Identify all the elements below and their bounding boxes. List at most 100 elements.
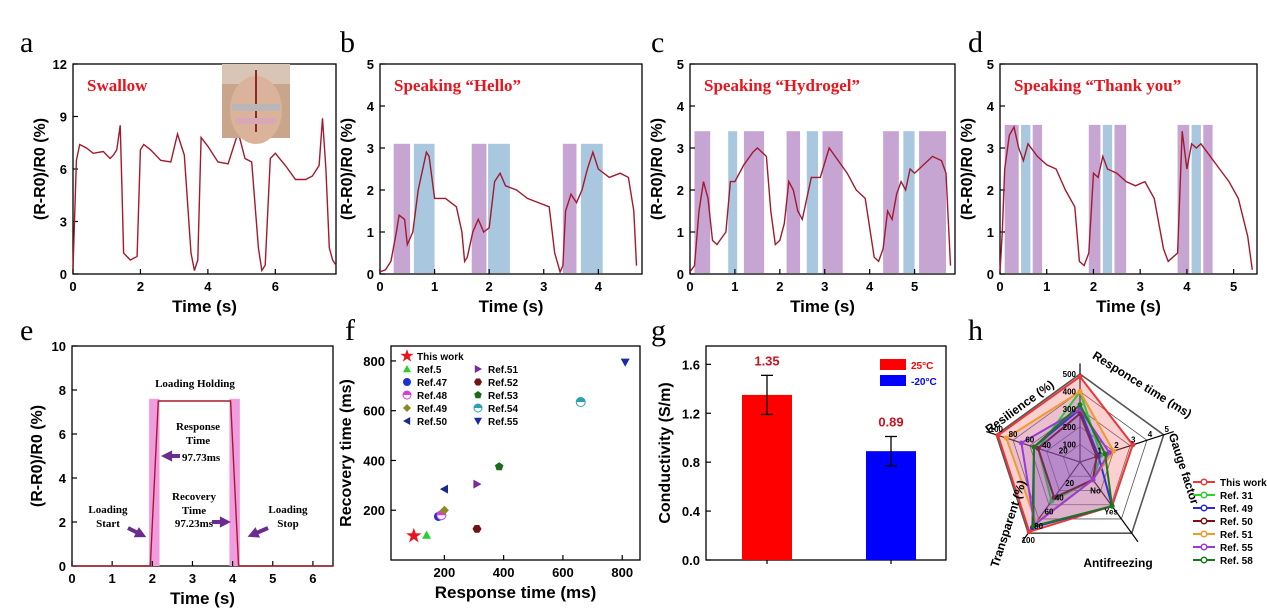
data-trace — [72, 400, 333, 567]
scatter-point — [620, 358, 630, 367]
y-tick-label: 4 — [677, 99, 685, 114]
radar-point — [1094, 454, 1100, 460]
x-tick-label: 6 — [309, 571, 316, 586]
legend-marker — [1200, 530, 1208, 538]
x-axis-label: Response time (ms) — [435, 583, 597, 602]
y-tick-label: 3 — [367, 141, 374, 156]
y-tick-label: 12 — [53, 57, 67, 72]
y-tick-label: 600 — [363, 404, 385, 419]
radar-axis-title: Transparent (%) — [988, 478, 1029, 569]
legend-label: Ref. 58 — [1220, 556, 1253, 567]
y-tick-label: 2 — [367, 183, 374, 198]
y-tick-label: 4 — [987, 99, 995, 114]
panel-letter-d: d — [968, 26, 983, 59]
bar-value-label: 0.89 — [878, 414, 903, 429]
radar-point — [1030, 523, 1036, 529]
legend-label: This work — [417, 352, 464, 363]
y-tick-label: 0 — [59, 559, 66, 574]
highlight-band — [1004, 124, 1019, 274]
panel-g: 0.0 0.4 0.8 1.2 1.6 1.35 25°C 0.89 -20°C Conducti… — [657, 345, 947, 568]
highlight-band — [1177, 124, 1190, 274]
label-loading-holding: Loading Holding — [155, 378, 235, 390]
y-tick-label: 0.8 — [682, 455, 700, 470]
y-tick-label: 6 — [60, 162, 67, 177]
legend-marker — [1200, 543, 1208, 551]
y-tick-label: 0 — [677, 267, 684, 282]
radar-series — [1036, 411, 1098, 499]
y-axis-label: Conductivity (S/m) — [657, 382, 674, 523]
y-tick-label: 0 — [60, 267, 67, 282]
recovery-arrow-head — [219, 516, 231, 528]
data-trace — [999, 125, 1253, 272]
legend-label: Ref. 55 — [1220, 543, 1253, 554]
y-tick-label: 6 — [59, 427, 66, 442]
x-axis-label: Time (s) — [170, 589, 235, 608]
annotation-text: Swallow — [87, 76, 148, 95]
y-tick-label: 5 — [677, 57, 684, 72]
legend-label: Ref. 51 — [1220, 530, 1253, 541]
radar-tick-label: 2 — [1114, 441, 1119, 450]
highlight-band — [471, 143, 487, 273]
y-tick-label: 5 — [367, 57, 374, 72]
x-tick-label: 200 — [434, 565, 456, 580]
radar-point — [1106, 449, 1112, 455]
x-tick-label: 3 — [189, 571, 196, 586]
radar-point — [1109, 503, 1115, 509]
bar — [742, 394, 792, 560]
bar-value-label: 1.35 — [754, 353, 779, 368]
x-tick-label: 2 — [486, 279, 493, 294]
plot-frame — [390, 345, 641, 561]
radar-point — [1051, 495, 1057, 501]
plot-frame — [999, 63, 1258, 275]
scatter-point-half — [576, 397, 586, 402]
label-recovery-value: 97.23ms — [175, 518, 214, 530]
y-tick-label: 1 — [367, 225, 374, 240]
highlight-band — [883, 131, 899, 273]
highlight-band — [919, 131, 947, 273]
radar-tick-label: 300 — [1063, 405, 1077, 414]
y-tick-label: 3 — [677, 141, 684, 156]
highlight-band — [1191, 124, 1201, 274]
legend-marker — [474, 365, 482, 373]
y-axis-label: (R-R0)/R0 (%) — [649, 118, 666, 220]
x-tick-label: 800 — [611, 565, 633, 580]
radar-point — [995, 432, 1001, 438]
y-tick-label: 1 — [677, 225, 684, 240]
panel-letter-e: e — [20, 314, 33, 347]
panel-h: 10020030040050012345NoYes204060801002040… — [983, 348, 1267, 570]
highlight-band — [1088, 124, 1101, 274]
x-tick-label: 6 — [272, 279, 279, 294]
label-loading-stop-2: Stop — [277, 518, 298, 530]
y-tick-label: 200 — [363, 503, 385, 518]
legend-swatch — [880, 359, 906, 370]
highlight-band — [562, 143, 577, 273]
x-tick-label: 4 — [595, 279, 603, 294]
x-tick-label: 3 — [821, 279, 828, 294]
legend-marker — [403, 365, 411, 373]
legend-label: Ref.53 — [488, 391, 518, 402]
panel-d: 0 1 2 3 4 5 0 1 2 3 4 5 Speaking “Thank you” Time (s)… — [959, 57, 1258, 316]
annotation-text: Speaking “Hello” — [394, 76, 521, 95]
panel-letter-b: b — [340, 26, 355, 59]
x-tick-label: 5 — [269, 571, 276, 586]
x-tick-label: 2 — [776, 279, 783, 294]
scatter-point — [473, 479, 482, 489]
neck-photo-inset — [222, 64, 290, 144]
x-tick-label: 400 — [493, 565, 515, 580]
legend-label: -20°C — [911, 377, 937, 388]
bar — [866, 451, 916, 560]
x-tick-label: 4 — [229, 571, 237, 586]
radar-point — [1110, 448, 1116, 454]
panel-letter-c: c — [651, 26, 664, 59]
radar-tick-label: 20 — [1065, 479, 1074, 488]
highlight-band — [1102, 124, 1113, 274]
y-tick-label: 2 — [677, 183, 684, 198]
radar-tick-label: 100 — [990, 425, 1004, 434]
radar-axis-title: Antifreezing — [1083, 556, 1152, 570]
highlight-band — [694, 131, 711, 273]
radar-point — [1102, 451, 1108, 457]
y-tick-label: 0.0 — [682, 553, 700, 568]
y-tick-label: 10 — [52, 339, 66, 354]
radar-point — [1003, 435, 1009, 441]
plot-frame — [71, 345, 334, 567]
